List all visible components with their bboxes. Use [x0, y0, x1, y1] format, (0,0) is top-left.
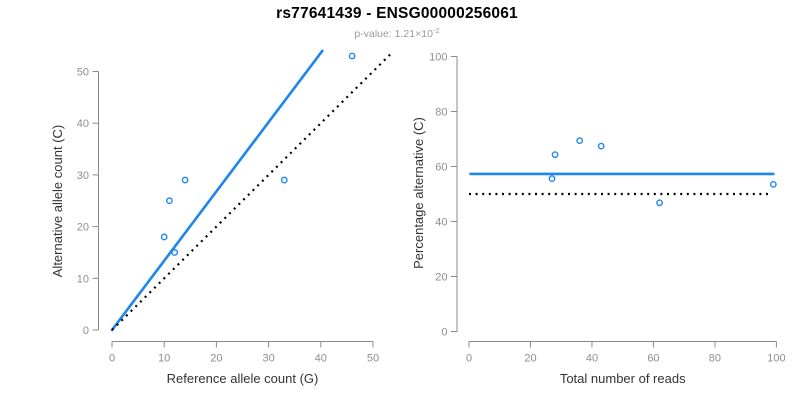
- data-point: [348, 52, 356, 60]
- data-point: [280, 176, 288, 184]
- x-tick-label: 100: [767, 353, 785, 365]
- y-tick-label: 10: [77, 273, 89, 285]
- data-point: [656, 199, 663, 207]
- y-tick-label: 50: [77, 67, 89, 79]
- x-tick-label: 20: [210, 353, 222, 365]
- y-tick-label: 30: [77, 170, 89, 182]
- x-tick-label: 0: [109, 353, 115, 365]
- y-tick-label: 40: [435, 217, 447, 229]
- data-point: [171, 249, 179, 256]
- data-point: [597, 142, 605, 150]
- x-tick-label: 30: [262, 353, 274, 365]
- x-tick-label: 0: [466, 353, 472, 365]
- x-axis-label: Total number of reads: [560, 371, 686, 386]
- x-axis-label: Reference allele count (G): [167, 371, 319, 386]
- data-point: [551, 151, 559, 159]
- y-tick-label: 80: [435, 107, 447, 119]
- panel-left: 0 10 20 30 40 50 0 10 20 30 40 50 Reference allele c…: [50, 49, 393, 386]
- pvalue-subtitle: p-value: 1.21×10-2: [0, 26, 794, 40]
- x-tick-label: 10: [158, 353, 170, 365]
- data-point: [548, 175, 556, 183]
- fitted-line: [110, 49, 324, 332]
- pvalue-exponent: -2: [432, 26, 440, 35]
- y-tick-label: 100: [429, 52, 447, 64]
- x-tick-label: 40: [586, 353, 598, 365]
- panel-right: 0 20 40 60 80 100 0 20 40 60 80 100 Total number of …: [411, 52, 786, 387]
- y-tick-label: 40: [77, 118, 89, 130]
- y-tick-label: 0: [441, 327, 447, 339]
- y-tick-label: 20: [77, 222, 89, 234]
- x-tick-label: 20: [524, 353, 536, 365]
- data-point: [181, 176, 189, 184]
- data-point: [166, 197, 173, 205]
- x-tick-label: 50: [367, 353, 379, 365]
- data-point: [576, 137, 584, 145]
- y-tick-label: 0: [83, 325, 89, 337]
- x-tick-label: 60: [647, 353, 659, 365]
- data-point: [769, 180, 777, 188]
- page-title: rs77641439 - ENSG00000256061: [276, 5, 518, 22]
- data-point: [160, 233, 168, 241]
- x-tick-label: 40: [315, 353, 327, 365]
- y-axis-label: Percentage alternative (C): [411, 117, 426, 269]
- x-tick-label: 80: [709, 353, 721, 365]
- pvalue-text: p-value: 1.21×10: [354, 28, 433, 40]
- y-tick-label: 60: [435, 162, 447, 174]
- y-tick-label: 20: [435, 272, 447, 284]
- identity-line: [111, 52, 393, 331]
- y-axis-label: Alternative allele count (C): [50, 125, 65, 277]
